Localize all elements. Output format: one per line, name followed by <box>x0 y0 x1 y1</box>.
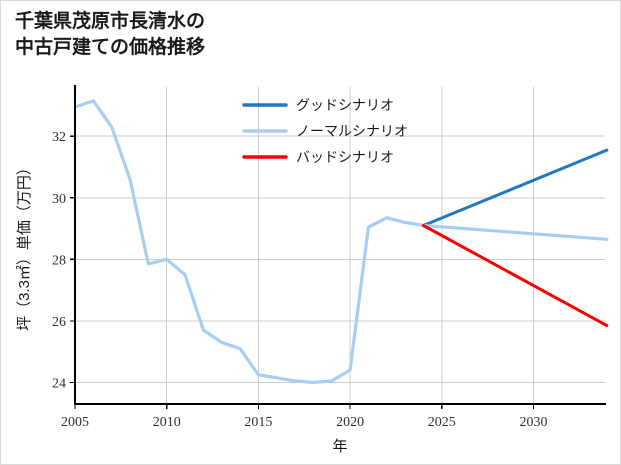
series-line-グッドシナリオ <box>421 148 609 227</box>
y-tick-label: 32 <box>52 130 66 145</box>
x-tick-label: 2030 <box>519 415 547 430</box>
y-tick-label: 24 <box>52 376 66 391</box>
y-axis-title: 坪（3.3㎡）単価（万円） <box>16 160 33 331</box>
x-tick-label: 2005 <box>61 415 89 430</box>
y-tick-label: 30 <box>52 192 66 207</box>
x-tick-label: 2020 <box>336 415 364 430</box>
x-tick-label: 2015 <box>244 415 272 430</box>
y-tick-label: 26 <box>52 315 66 330</box>
series-line-ノーマルシナリオ <box>73 99 609 385</box>
legend-label-2: バッドシナリオ <box>296 149 394 165</box>
legend-label-1: ノーマルシナリオ <box>296 123 408 139</box>
chart-title: 千葉県茂原市長清水の 中古戸建ての価格推移 <box>15 11 206 58</box>
x-axis-title: 年 <box>332 438 347 455</box>
x-tick-label: 2010 <box>153 415 181 430</box>
series-line-バッドシナリオ <box>421 224 609 328</box>
x-tick-label: 2025 <box>428 415 456 430</box>
y-tick-label: 28 <box>52 253 66 268</box>
legend-label-0: グッドシナリオ <box>296 97 394 113</box>
